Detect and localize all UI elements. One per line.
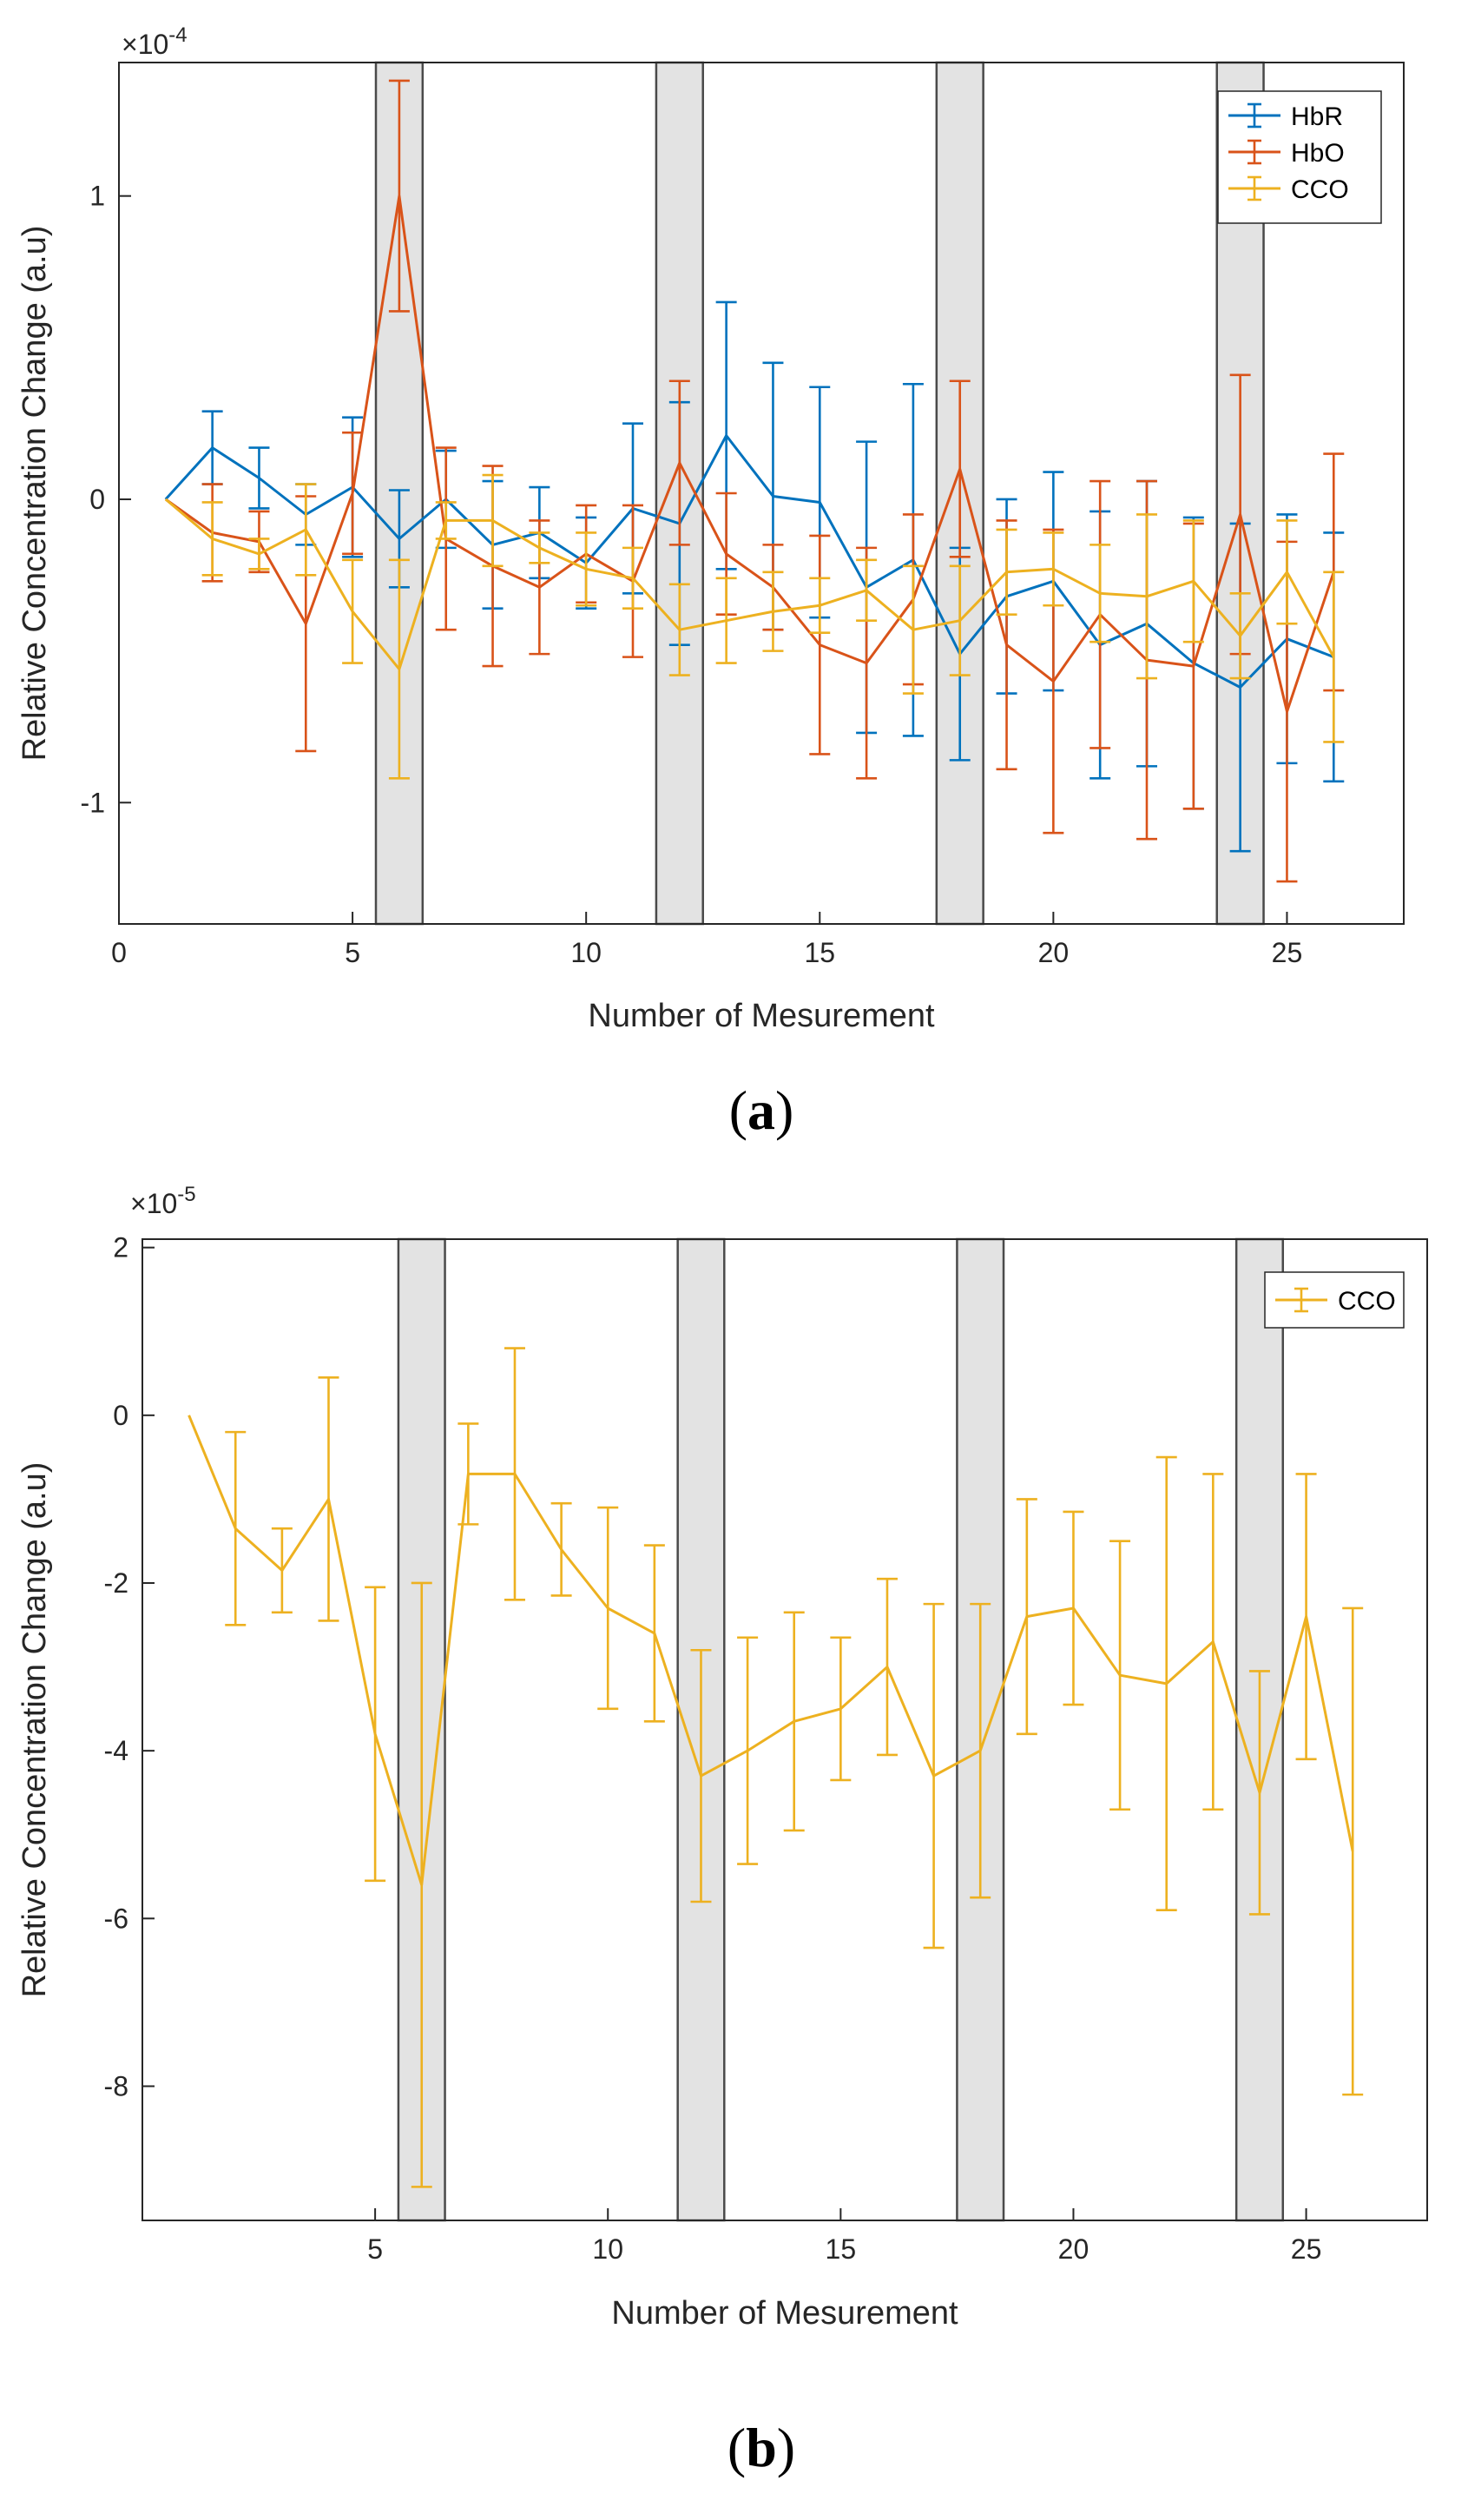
- series-line-hbr: [164, 434, 1334, 689]
- ticks-a: 0 5 10 15 20 25 -1 0 1: [81, 181, 1303, 968]
- y-tick-label: 0: [113, 1400, 128, 1431]
- legend-box-a: [1217, 90, 1382, 224]
- y-axis-label-b: Relative Concentration Change (a.u): [16, 1462, 53, 1998]
- x-tick-label: 0: [111, 937, 127, 968]
- x-tick-label: 25: [1272, 937, 1303, 968]
- series-line-cco: [188, 1415, 1354, 1887]
- plot-area-a: [119, 63, 1404, 924]
- x-tick-label: 5: [345, 937, 360, 968]
- legend-a: HbR HbO CCO: [1217, 90, 1382, 224]
- series-group-a: [164, 79, 1345, 883]
- y-multiplier-b: ×10-5: [130, 1183, 196, 1219]
- series-line-hbo: [164, 195, 1335, 713]
- x-tick-label: 15: [826, 2233, 857, 2265]
- y-tick-label: -6: [104, 1903, 128, 1934]
- series-cco: [188, 1347, 1364, 2188]
- y-tick-label: -2: [104, 1567, 128, 1599]
- y-tick-label: 0: [89, 484, 105, 515]
- y-tick-label: -8: [104, 2070, 128, 2101]
- plot-area-b: [142, 1239, 1427, 2220]
- x-tick-label: 20: [1038, 937, 1070, 968]
- x-axis-label-b: Number of Mesurement: [611, 2295, 958, 2332]
- x-tick-label: 25: [1291, 2233, 1322, 2265]
- chart-panel-b: 5 10 15 20 25 -8 -6 -4 -2 0 2 ×10-5 Number of Mesu…: [16, 1183, 1428, 2478]
- legend-label-hbr: HbR: [1291, 102, 1343, 131]
- x-axis-label-a: Number of Mesurement: [588, 998, 935, 1034]
- series-line-cco: [164, 498, 1335, 671]
- legend-label-cco: CCO: [1338, 1287, 1396, 1316]
- y-axis-label-a: Relative Concentration Change (a.u): [16, 226, 53, 762]
- y-tick-label: 2: [113, 1232, 128, 1263]
- legend-label-cco: CCO: [1291, 175, 1349, 204]
- y-multiplier-a: ×10-4: [122, 23, 188, 60]
- axes-box-b: [142, 1238, 1428, 2221]
- x-tick-label: 20: [1058, 2233, 1089, 2265]
- legend-label-hbo: HbO: [1291, 139, 1345, 168]
- legend-b: CCO: [1264, 1271, 1405, 1329]
- panel-label-b: (b): [727, 2417, 795, 2478]
- y-tick-label: -4: [104, 1735, 128, 1766]
- ticks-b: 5 10 15 20 25 -8 -6 -4 -2 0 2: [104, 1232, 1322, 2265]
- x-tick-label: 5: [367, 2233, 383, 2265]
- series-group-b: [188, 1347, 1364, 2188]
- x-tick-label: 15: [804, 937, 835, 968]
- panel-label-a: (a): [729, 1079, 794, 1141]
- x-tick-label: 10: [570, 937, 602, 968]
- y-tick-label: -1: [81, 787, 105, 818]
- x-tick-label: 10: [592, 2233, 623, 2265]
- y-tick-label: 1: [89, 181, 105, 212]
- chart-panel-a: 0 5 10 15 20 25 -1 0 1 ×10-4 Number of Mesuremen…: [16, 23, 1405, 1141]
- axes-box-a: [118, 62, 1405, 925]
- series-cco: [164, 473, 1345, 780]
